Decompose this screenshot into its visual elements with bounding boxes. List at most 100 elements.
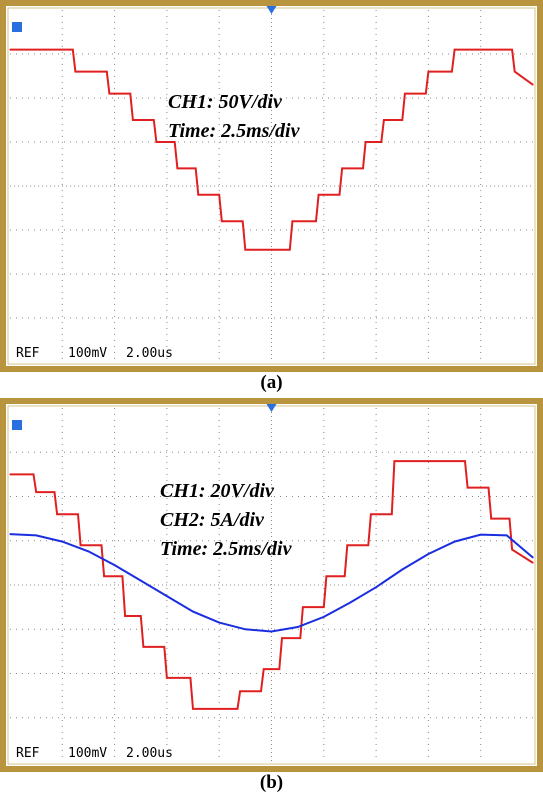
waveform-point: [236, 708, 239, 710]
scope-frame-a: [0, 0, 543, 372]
waveform-point: [383, 119, 385, 121]
waveform-point: [174, 141, 176, 143]
waveform-point: [114, 564, 116, 566]
waveform-point: [323, 606, 325, 608]
waveform-point: [281, 637, 283, 639]
waveform-point: [297, 626, 299, 628]
waveform-point: [61, 541, 63, 543]
waveform-point: [166, 677, 168, 679]
waveform-point: [35, 534, 37, 536]
waveform-point: [380, 141, 382, 143]
grid-a: [10, 10, 533, 362]
waveform-point: [132, 119, 134, 121]
volts-per-div-readout: 100mV: [68, 346, 107, 361]
waveform-point: [153, 119, 155, 121]
waveform-point: [315, 220, 317, 222]
scale-annotation: Time: 2.5ms/div: [160, 538, 293, 560]
waveform-point: [9, 49, 11, 51]
waveform-point: [302, 606, 304, 608]
waveform-point: [244, 628, 246, 630]
waveform-point: [391, 513, 393, 515]
waveform-point: [511, 549, 513, 551]
waveform-point: [318, 194, 320, 196]
waveform-series-1: [10, 48, 534, 251]
oscilloscope-plot-b: CH1: 20V/div CH2: 5A/div Time: 2.5ms/div RE…: [0, 398, 543, 772]
waveform-point: [100, 544, 103, 546]
waveform-point: [195, 167, 197, 169]
waveform-point: [242, 220, 244, 222]
waveform-point: [532, 84, 534, 86]
panel-caption-b: (b): [259, 772, 284, 793]
waveform-point: [365, 141, 367, 143]
waveform-series-1: [10, 460, 534, 710]
waveform-point: [367, 544, 369, 546]
waveform-point: [325, 575, 327, 577]
trigger-position-icon: [266, 6, 277, 14]
waveform-point: [77, 513, 79, 515]
ref-label: REF: [16, 346, 40, 361]
waveform-point: [346, 544, 348, 546]
waveform-point: [451, 71, 453, 73]
waveform-point: [532, 557, 534, 559]
waveform-point: [72, 49, 74, 51]
waveform-point: [263, 668, 265, 670]
waveform-point: [341, 167, 343, 169]
waveform-point: [53, 491, 56, 493]
waveform-point: [239, 690, 241, 692]
waveform-point: [218, 622, 220, 624]
waveform-point: [299, 637, 301, 639]
waveform-point: [508, 518, 511, 520]
waveform-point: [80, 544, 82, 546]
waveform-point: [506, 534, 508, 536]
time-per-div-readout: 2.00us: [126, 346, 173, 361]
waveform-point: [121, 575, 123, 577]
waveform-point: [9, 533, 11, 535]
waveform-point: [270, 630, 273, 633]
waveform-point: [163, 646, 165, 648]
waveform-point: [511, 49, 513, 51]
waveform-point: [401, 568, 403, 571]
waveform-point: [393, 460, 395, 462]
waveform-point: [467, 487, 469, 489]
waveform-point: [425, 93, 427, 95]
waveform-point: [375, 586, 377, 588]
grid-b: [10, 408, 533, 762]
waveform-point: [218, 194, 220, 196]
scale-annotation: CH1: 20V/div: [160, 480, 275, 502]
waveform-point: [35, 491, 37, 493]
waveform-point: [74, 71, 76, 73]
trigger-level-icon: [12, 420, 22, 430]
waveform-point: [155, 141, 157, 143]
waveform-point: [480, 534, 482, 536]
waveform-point: [362, 167, 364, 169]
waveform-point: [514, 71, 516, 73]
waveform-point: [189, 677, 191, 679]
waveform-point: [289, 249, 291, 251]
oscilloscope-plot-a: CH1: 50V/div Time: 2.5ms/div REF 100mV 2.00u…: [0, 0, 543, 372]
time-per-div-readout: 2.00us: [126, 746, 173, 761]
waveform-point: [260, 690, 262, 692]
waveform-point: [454, 541, 456, 543]
waveform-point: [197, 194, 199, 196]
trigger-level-icon: [12, 22, 22, 32]
waveform-point: [487, 487, 490, 489]
waveform-point: [278, 668, 280, 670]
waveform-point: [244, 249, 246, 251]
panel-caption-a: (a): [260, 372, 283, 393]
scale-annotation: Time: 2.5ms/div: [168, 120, 301, 142]
oscilloscope-panel-b: CH1: 20V/div CH2: 5A/div Time: 2.5ms/div RE…: [0, 398, 543, 772]
waveform-point: [370, 513, 372, 515]
waveform-point: [103, 575, 105, 577]
waveform-point: [9, 473, 11, 475]
waveform-point: [464, 460, 466, 462]
waveform-point: [454, 49, 456, 51]
waveform-point: [140, 615, 142, 617]
waveform-point: [404, 93, 406, 95]
waveform-point: [192, 611, 194, 613]
waveform-point: [108, 93, 110, 95]
ref-label: REF: [16, 746, 40, 761]
waveform-point: [192, 708, 194, 710]
waveform-point: [349, 602, 351, 604]
waveform-point: [401, 119, 403, 121]
waveform-point: [221, 220, 223, 222]
